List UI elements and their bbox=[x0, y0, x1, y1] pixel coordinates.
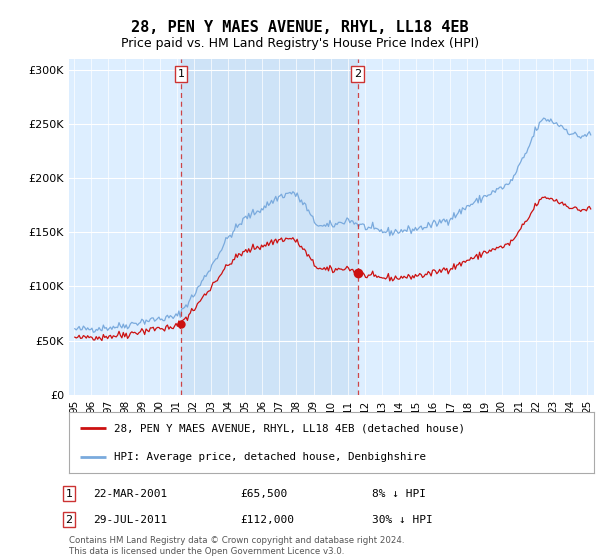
Text: 1: 1 bbox=[178, 69, 185, 79]
Text: £112,000: £112,000 bbox=[240, 515, 294, 525]
Text: 28, PEN Y MAES AVENUE, RHYL, LL18 4EB: 28, PEN Y MAES AVENUE, RHYL, LL18 4EB bbox=[131, 20, 469, 35]
Text: 8% ↓ HPI: 8% ↓ HPI bbox=[372, 489, 426, 499]
Text: Contains HM Land Registry data © Crown copyright and database right 2024.
This d: Contains HM Land Registry data © Crown c… bbox=[69, 536, 404, 556]
Text: 2: 2 bbox=[65, 515, 73, 525]
Bar bbox=[181, 59, 358, 395]
Text: HPI: Average price, detached house, Denbighshire: HPI: Average price, detached house, Denb… bbox=[113, 451, 425, 461]
Text: £65,500: £65,500 bbox=[240, 489, 287, 499]
Text: 2: 2 bbox=[354, 69, 361, 79]
Text: 1: 1 bbox=[65, 489, 73, 499]
Text: 28, PEN Y MAES AVENUE, RHYL, LL18 4EB (detached house): 28, PEN Y MAES AVENUE, RHYL, LL18 4EB (d… bbox=[113, 423, 464, 433]
Text: 30% ↓ HPI: 30% ↓ HPI bbox=[372, 515, 433, 525]
Text: 22-MAR-2001: 22-MAR-2001 bbox=[93, 489, 167, 499]
Text: 29-JUL-2011: 29-JUL-2011 bbox=[93, 515, 167, 525]
Text: Price paid vs. HM Land Registry's House Price Index (HPI): Price paid vs. HM Land Registry's House … bbox=[121, 37, 479, 50]
